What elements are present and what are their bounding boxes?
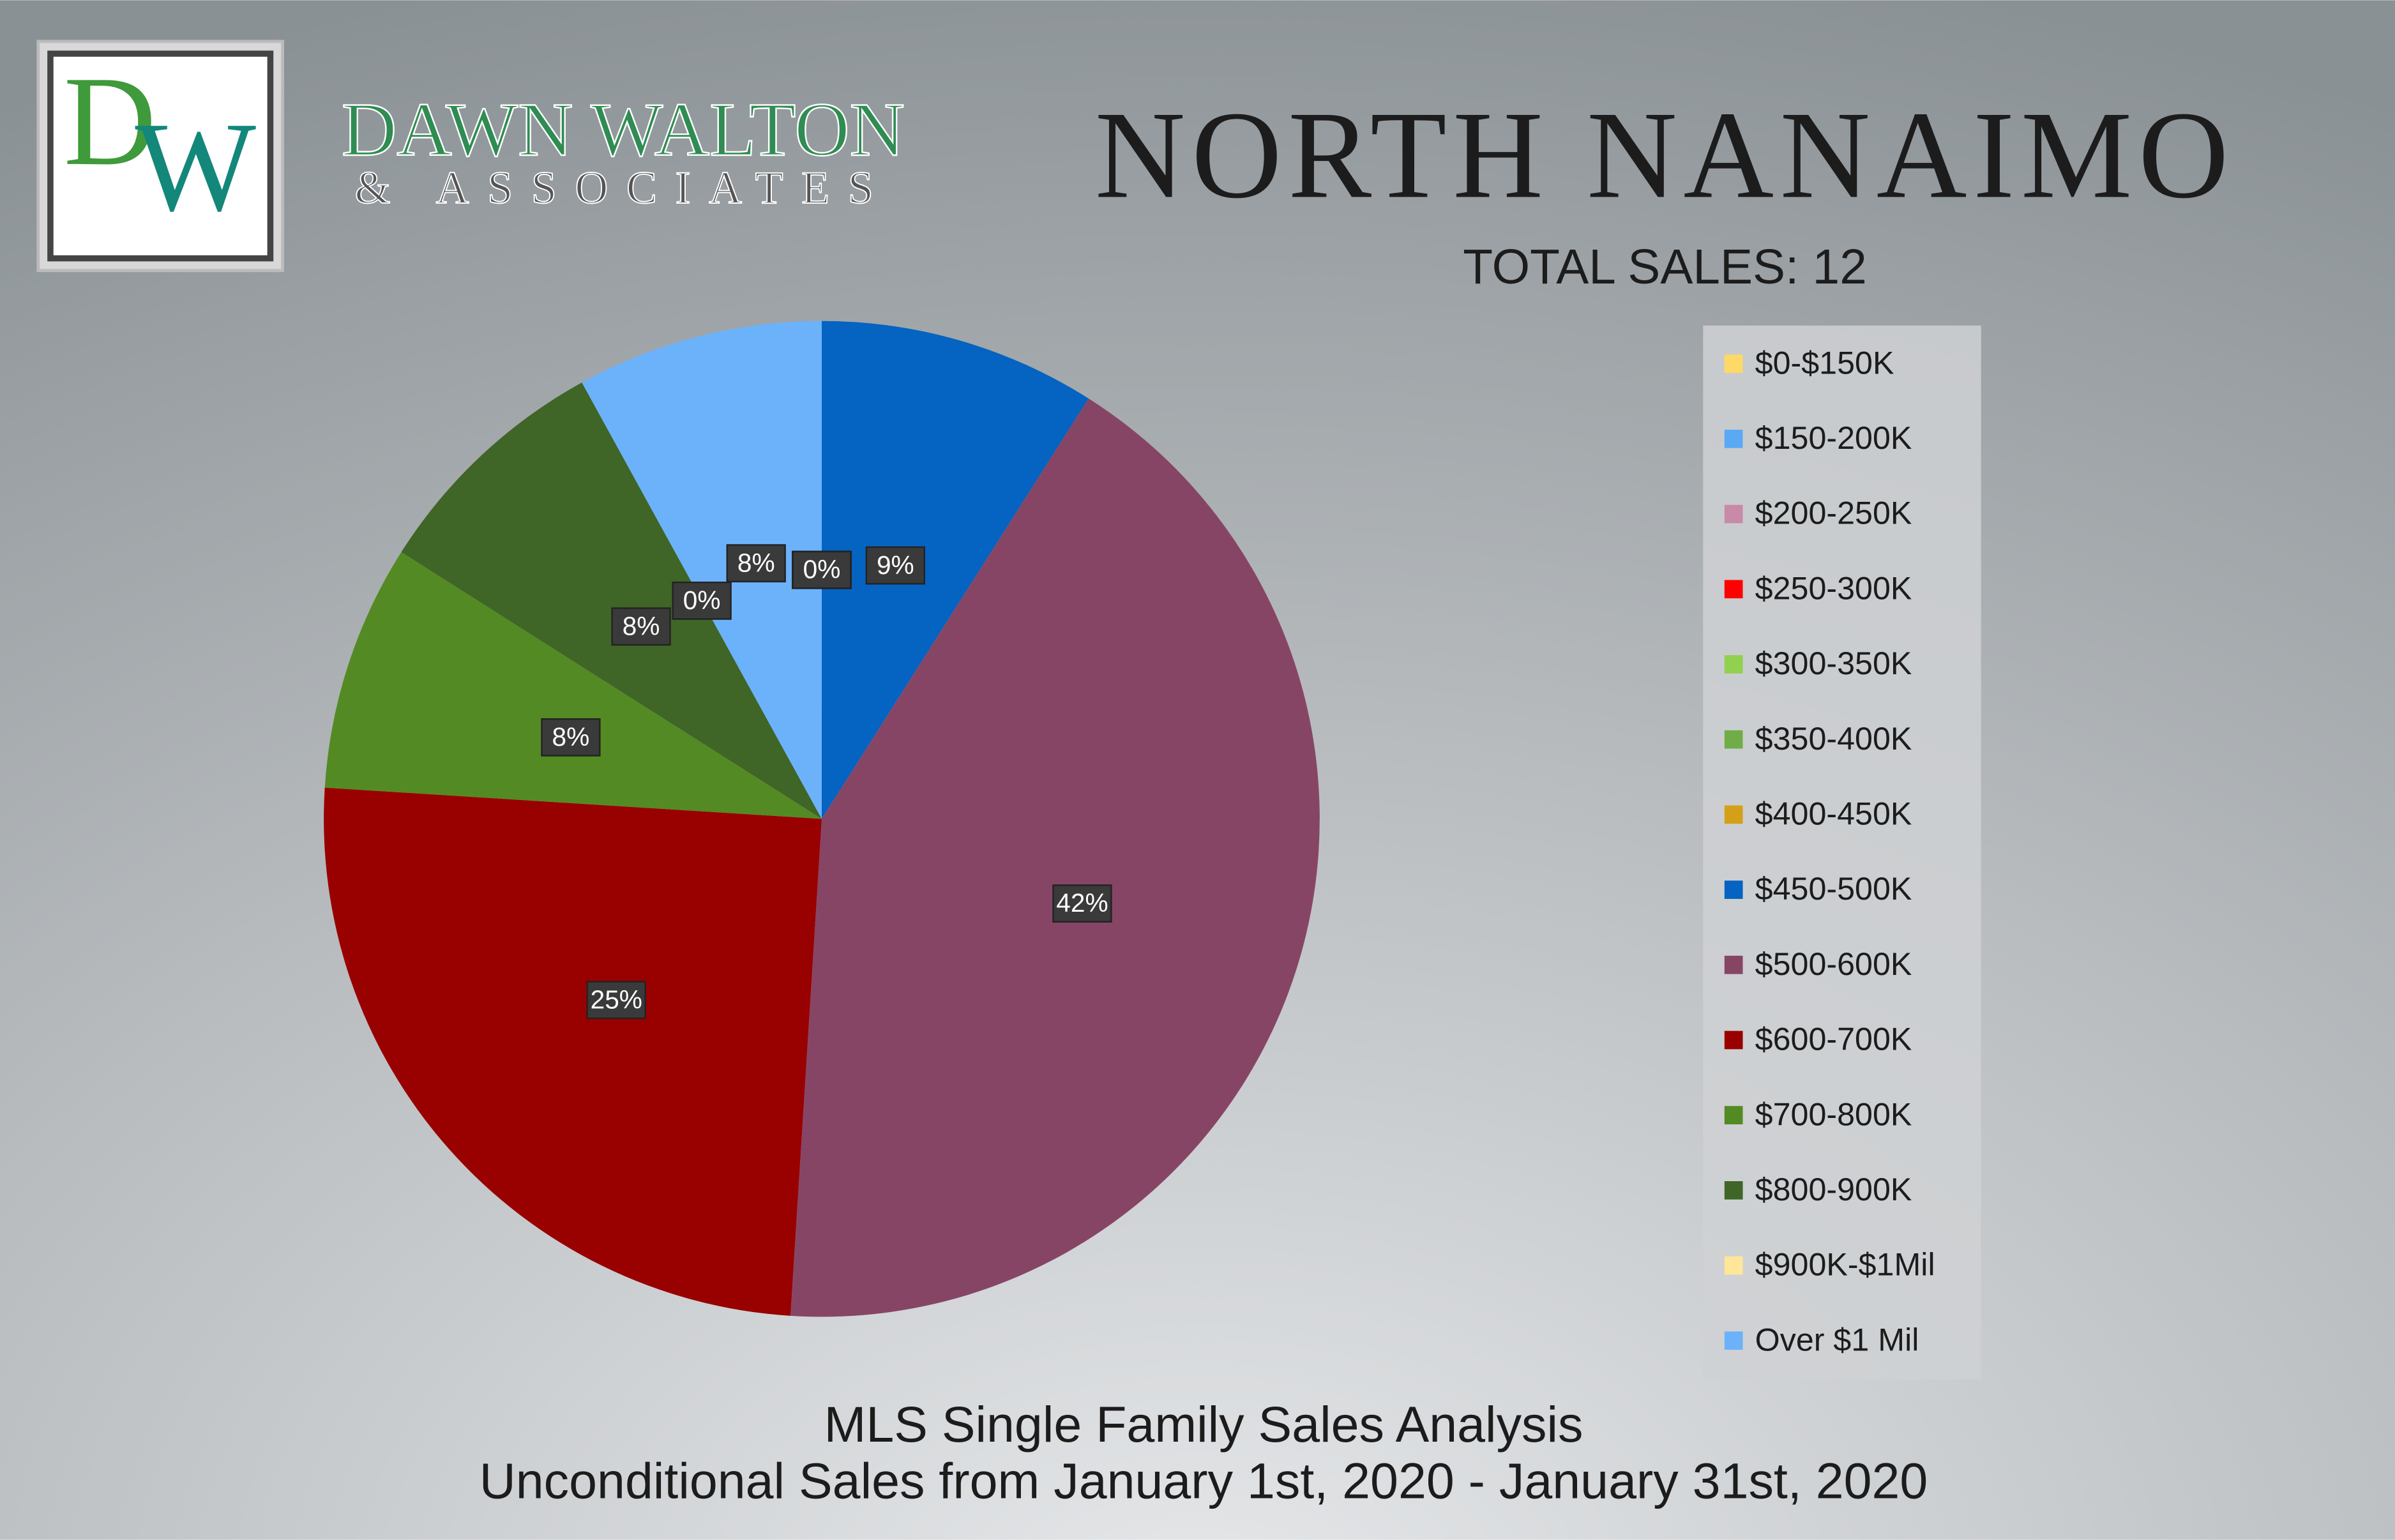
pie-slice [582,321,822,819]
legend-swatch [1724,805,1743,824]
legend-label: $400-450K [1755,796,1912,832]
legend-swatch [1724,504,1743,524]
pie-slice [324,787,822,1316]
data-label-box [792,550,852,589]
legend-label: $500-600K [1755,946,1912,982]
legend-swatch [1724,580,1743,599]
legend-swatch [1724,955,1743,974]
logo-name: DAWN WALTON [342,87,905,172]
data-label-box [865,546,925,585]
legend-swatch [1724,1256,1743,1275]
pie-slice [401,382,822,819]
legend-swatch [1724,354,1743,374]
data-label-box [611,607,671,646]
data-label: 42% [1056,888,1108,917]
chart-title: NORTH NANAIMO [1095,86,2235,224]
legend-label: $600-700K [1755,1022,1912,1057]
legend-label: $450-500K [1755,871,1912,907]
legend-label: $0-$150K [1755,345,1894,381]
legend-label: $900K-$1Mil [1755,1247,1935,1283]
legend-swatch [1724,1331,1743,1350]
legend-swatch [1724,1181,1743,1200]
legend-box [1703,325,1981,1380]
pie-slice [822,321,1089,819]
legend-swatch [1724,655,1743,674]
logo-letter: D [64,50,156,192]
data-label-box [541,718,601,757]
data-label: 25% [591,985,642,1014]
data-label: 0% [803,555,841,584]
legend-label: $350-400K [1755,721,1912,757]
legend-label: Over $1 Mil [1755,1322,1919,1357]
data-label-box [1052,884,1112,923]
footnote: Unconditional Sales from January 1st, 20… [480,1453,1928,1509]
logo-letter: W [135,96,256,238]
legend-label: $700-800K [1755,1096,1912,1132]
chart-subtitle: TOTAL SALES: 12 [1463,240,1867,294]
legend-swatch [1724,730,1743,749]
data-label: 0% [683,585,721,615]
legend-swatch [1724,430,1743,448]
footnote: MLS Single Family Sales Analysis [824,1396,1583,1453]
legend-label: $200-250K [1755,495,1912,531]
data-label-box [726,544,786,583]
data-label-box [672,581,732,620]
logo-box [47,50,274,262]
legend-label: $800-900K [1755,1172,1912,1207]
logo-tagline: & ASSOCIATES [355,162,892,213]
data-label: 8% [623,611,660,640]
data-label: 8% [552,722,590,751]
data-label: 8% [737,548,775,577]
legend-swatch [1724,880,1743,899]
legend-swatch [1724,1030,1743,1050]
legend-label: $250-300K [1755,570,1912,606]
data-label: 9% [877,550,914,580]
legend-label: $300-350K [1755,645,1912,681]
legend-swatch [1724,1106,1743,1124]
pie-slice [324,552,822,819]
data-label-box [586,981,646,1020]
pie-slice [790,398,1320,1317]
legend-label: $150-200K [1755,420,1912,456]
